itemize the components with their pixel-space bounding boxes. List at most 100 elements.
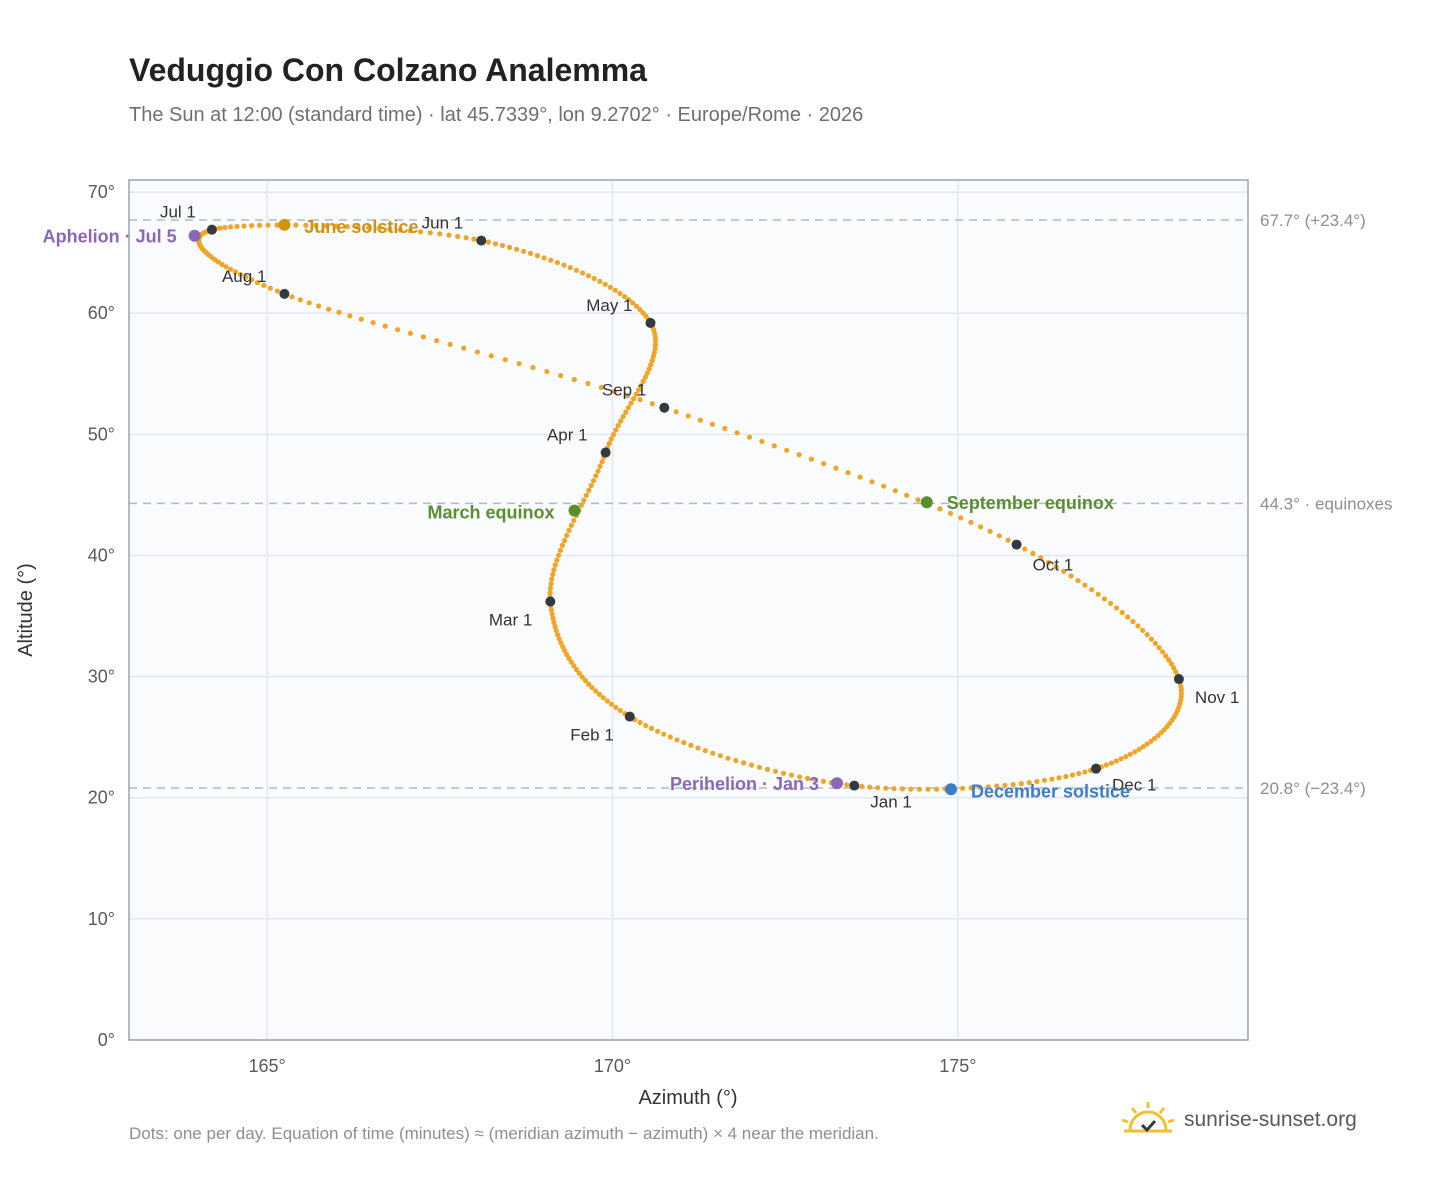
daily-dot bbox=[617, 290, 623, 296]
daily-dot bbox=[228, 266, 234, 272]
daily-dot bbox=[1155, 733, 1161, 739]
daily-dot bbox=[599, 459, 605, 465]
daily-dot bbox=[293, 222, 299, 228]
daily-dot bbox=[881, 483, 887, 489]
daily-dot bbox=[1068, 573, 1074, 579]
daily-dot bbox=[548, 257, 554, 263]
daily-dot bbox=[613, 704, 619, 711]
plot-frame bbox=[128, 179, 1249, 1041]
daily-dot bbox=[643, 722, 649, 729]
daily-dot bbox=[652, 346, 658, 352]
daily-dot bbox=[845, 470, 851, 476]
daily-dot bbox=[573, 267, 580, 273]
daily-dot bbox=[648, 362, 654, 368]
daily-dot bbox=[788, 772, 795, 778]
page-title: Veduggio Con Colzano Analemma bbox=[129, 52, 647, 88]
march-equinox-marker bbox=[568, 504, 581, 517]
daily-dot bbox=[1151, 735, 1158, 742]
daily-dot bbox=[1101, 596, 1108, 602]
sun-logo-icon bbox=[1121, 1102, 1175, 1133]
september-equinox-label: September equinox bbox=[947, 493, 1114, 513]
daily-dot bbox=[642, 374, 649, 380]
daily-dot bbox=[661, 731, 667, 737]
month-marker bbox=[545, 596, 556, 607]
daily-dot bbox=[499, 242, 506, 249]
daily-dot bbox=[1038, 555, 1044, 561]
daily-dot bbox=[618, 418, 624, 424]
daily-dot bbox=[1002, 782, 1008, 788]
month-label: Apr 1 bbox=[547, 426, 588, 445]
daily-dot bbox=[557, 547, 564, 554]
daily-dot bbox=[1056, 775, 1062, 781]
daily-dot bbox=[891, 786, 897, 792]
daily-dot bbox=[652, 342, 659, 348]
daily-dot bbox=[1089, 587, 1095, 593]
daily-dot bbox=[586, 487, 592, 493]
brand-name: sunrise-sunset.org bbox=[1184, 1108, 1357, 1131]
daily-dot bbox=[1152, 640, 1158, 647]
daily-dot bbox=[534, 253, 541, 259]
daily-dot bbox=[344, 224, 350, 230]
daily-dot bbox=[640, 310, 646, 316]
daily-dot bbox=[219, 261, 225, 267]
daily-dot bbox=[1156, 645, 1162, 651]
daily-dot bbox=[812, 777, 819, 783]
daily-dot bbox=[764, 766, 771, 773]
daily-dot bbox=[554, 557, 560, 563]
month-label: May 1 bbox=[586, 296, 632, 315]
daily-dot bbox=[883, 785, 889, 791]
daily-dot bbox=[1118, 756, 1124, 762]
month-marker bbox=[600, 447, 611, 458]
daily-dot bbox=[916, 786, 923, 792]
daily-dot bbox=[336, 309, 342, 315]
daily-dot bbox=[407, 228, 413, 234]
month-marker bbox=[476, 235, 487, 246]
daily-dot bbox=[1136, 746, 1142, 752]
brand-logo[interactable]: sunrise-sunset.org bbox=[1120, 1100, 1357, 1140]
daily-dot bbox=[559, 542, 566, 549]
daily-dot bbox=[1053, 564, 1059, 570]
daily-dot bbox=[591, 275, 597, 282]
daily-dot bbox=[561, 262, 567, 268]
footnote: Dots: one per day. Equation of time (min… bbox=[129, 1124, 879, 1143]
daily-dot bbox=[567, 265, 573, 271]
daily-dot bbox=[987, 528, 993, 534]
daily-dot bbox=[925, 786, 931, 792]
daily-dot bbox=[580, 270, 586, 276]
daily-dot bbox=[709, 421, 716, 427]
daily-dot bbox=[741, 760, 747, 766]
month-label: Dec 1 bbox=[1112, 776, 1156, 795]
month-marker bbox=[1091, 763, 1102, 774]
daily-dot bbox=[1103, 762, 1109, 768]
daily-dot bbox=[617, 707, 623, 714]
daily-dot bbox=[702, 748, 708, 754]
daily-dot bbox=[564, 651, 570, 658]
daily-dot bbox=[228, 224, 234, 230]
month-marker bbox=[1011, 539, 1022, 550]
daily-dot bbox=[566, 655, 572, 662]
daily-dot bbox=[652, 338, 659, 344]
daily-dot bbox=[821, 461, 827, 467]
daily-dot bbox=[514, 246, 520, 252]
daily-dot bbox=[552, 562, 558, 568]
daily-dot bbox=[820, 778, 827, 784]
daily-dot bbox=[611, 388, 618, 395]
event-markers: June solstice December solstice March equi… bbox=[43, 217, 1130, 801]
axis-ticks: 0° 10° 20° 30° 40° 50° 60° 70° 165° 170° 175° bbox=[88, 182, 977, 1076]
daily-dot bbox=[237, 271, 244, 278]
daily-dot bbox=[978, 524, 984, 530]
daily-dot bbox=[590, 478, 597, 484]
daily-dot bbox=[568, 522, 575, 529]
daily-dot bbox=[355, 224, 361, 230]
daily-dot bbox=[649, 401, 655, 407]
daily-dot bbox=[571, 517, 577, 524]
daily-dot bbox=[562, 648, 568, 654]
daily-dot bbox=[306, 300, 312, 306]
daily-dot bbox=[621, 294, 628, 300]
daily-dot bbox=[1010, 781, 1016, 788]
daily-dot bbox=[551, 619, 557, 626]
daily-dot bbox=[597, 463, 603, 469]
month-marker bbox=[624, 711, 635, 722]
daily-dot bbox=[316, 303, 322, 309]
daily-dot bbox=[1144, 632, 1150, 638]
